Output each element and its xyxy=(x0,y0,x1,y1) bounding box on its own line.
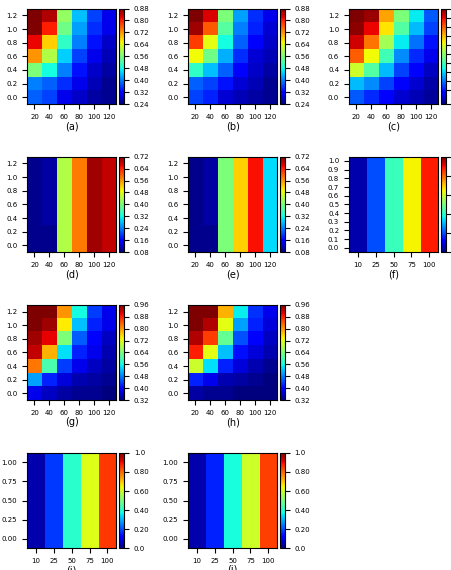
X-axis label: (d): (d) xyxy=(65,269,78,279)
X-axis label: (j): (j) xyxy=(227,565,238,570)
X-axis label: (i): (i) xyxy=(66,565,77,570)
X-axis label: (e): (e) xyxy=(226,269,239,279)
X-axis label: (b): (b) xyxy=(226,121,239,131)
X-axis label: (a): (a) xyxy=(65,121,78,131)
X-axis label: (c): (c) xyxy=(387,121,400,131)
X-axis label: (f): (f) xyxy=(388,269,399,279)
X-axis label: (h): (h) xyxy=(226,417,239,428)
X-axis label: (g): (g) xyxy=(65,417,78,428)
